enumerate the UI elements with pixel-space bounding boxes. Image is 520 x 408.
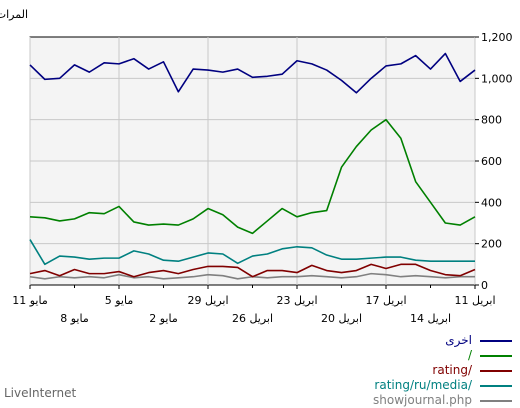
y-tick-label: 0 bbox=[481, 279, 488, 292]
legend-label: rating/ bbox=[432, 363, 472, 377]
series-line bbox=[29, 52, 476, 94]
series-line bbox=[29, 118, 476, 235]
legend-label: showjournal.php bbox=[373, 393, 472, 407]
grid-layer bbox=[29, 37, 476, 285]
y-tick-label: 800 bbox=[481, 114, 502, 127]
legend-item: اخرى bbox=[373, 333, 512, 348]
legend-label: / bbox=[467, 348, 472, 362]
footer-credit: LiveInternet bbox=[4, 386, 77, 400]
y-tick-label: 200 bbox=[481, 238, 502, 251]
x-tick-label: 26 ابريل bbox=[232, 312, 273, 325]
y-tick-label: 600 bbox=[481, 155, 502, 168]
legend-item: / bbox=[373, 348, 512, 363]
legend: اخرى / rating/rating/ru/media/showjournal.… bbox=[373, 333, 512, 408]
x-tick-label: 14 ابريل bbox=[410, 312, 451, 325]
x-tick-label: 20 ابريل bbox=[321, 312, 362, 325]
legend-item: rating/ bbox=[373, 363, 512, 378]
legend-swatch bbox=[480, 384, 512, 387]
legend-swatch bbox=[480, 369, 512, 372]
series-line bbox=[29, 239, 475, 266]
x-tick-label: 29 ابريل bbox=[187, 294, 228, 307]
series-layer bbox=[29, 52, 476, 280]
series-line bbox=[29, 263, 476, 278]
y-tick-label: 400 bbox=[481, 196, 502, 209]
x-tick-label: 5 مايو bbox=[105, 294, 134, 307]
axis-layer: 0 200 400 600 800 1,000 1,200 11 مايو 5 مايو 29 ا… bbox=[12, 31, 512, 325]
x-tick-label: 23 ابريل bbox=[276, 294, 317, 307]
legend-swatch bbox=[480, 339, 512, 342]
x-tick-label: 17 ابريل bbox=[365, 294, 406, 307]
y-tick-label: 1,000 bbox=[481, 72, 513, 85]
legend-swatch bbox=[480, 354, 512, 357]
x-tick-label: 8 مايو bbox=[60, 312, 89, 325]
x-tick-label: 11 مايو bbox=[12, 294, 48, 307]
y-axis-label: المرات bbox=[0, 8, 28, 21]
legend-item: rating/ru/media/ bbox=[373, 378, 512, 393]
line-chart: المرات 0 200 400 600 800 1,000 1,200 11 مايو 5 م… bbox=[0, 8, 513, 325]
x-tick-label: 11 ابريل bbox=[454, 294, 495, 307]
y-tick-label: 1,200 bbox=[481, 31, 513, 44]
legend-label: اخرى bbox=[445, 333, 472, 347]
legend-label: rating/ru/media/ bbox=[374, 378, 472, 392]
legend-swatch bbox=[480, 399, 512, 402]
legend-item: showjournal.php bbox=[373, 393, 512, 408]
x-tick-label: 2 مايو bbox=[149, 312, 178, 325]
